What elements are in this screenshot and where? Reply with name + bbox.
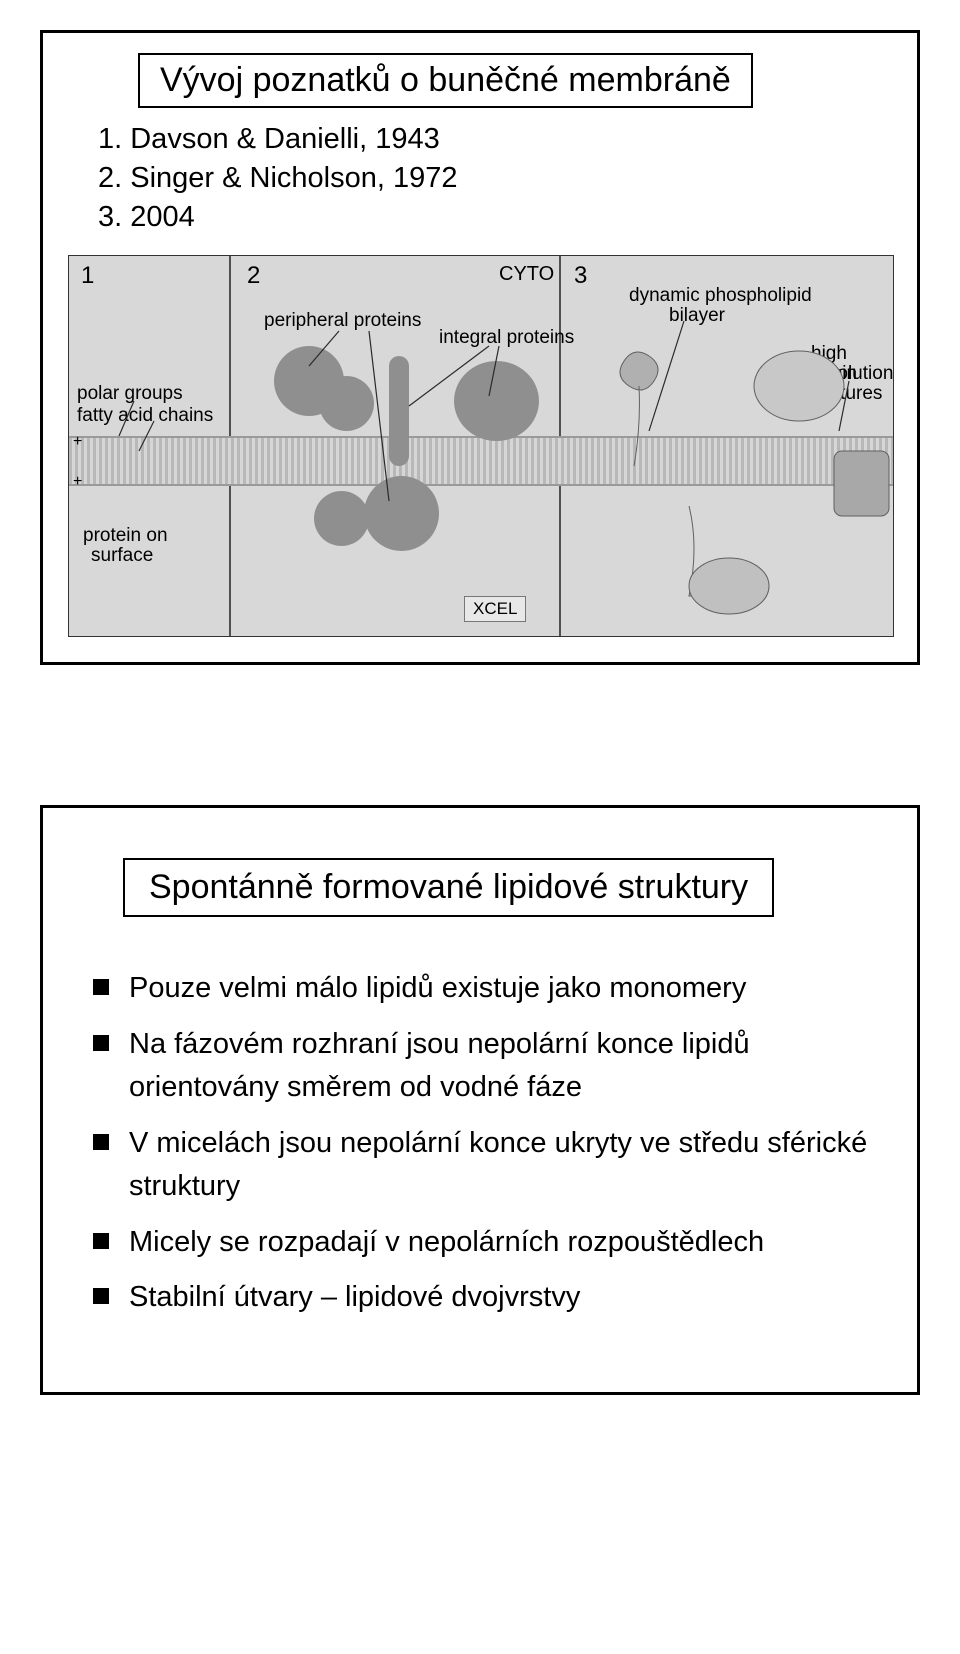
bullet-1: Pouze velmi málo lipidů existuje jako mo… [93,967,877,1011]
protein-surface-label-1: protein on [83,526,168,546]
slide2-title-box: Spontánně formované lipidové struktury [123,858,774,917]
page-root: Vývoj poznatků o buněčné membráně 1. Dav… [0,0,960,1654]
model-item-1: 1. Davson & Danielli, 1943 [98,120,892,159]
panel3-proteins-svg [569,326,894,626]
blob-integral-bottom [364,476,439,551]
panel-number-1: 1 [81,262,94,290]
model-item-2: 2. Singer & Nicholson, 1972 [98,159,892,198]
dynamic-bilayer-label-2: bilayer [669,306,725,326]
blob-peripheral-2 [319,376,374,431]
slide1-title: Vývoj poznatků o buněčné membráně [160,61,731,99]
plus-icon-1: + [73,434,82,451]
xcel-label: XCEL [464,596,526,622]
polar-groups-label: polar groups [77,384,183,404]
model-item-3: 3. 2004 [98,198,892,237]
slide1-title-box: Vývoj poznatků o buněčné membráně [138,53,753,108]
bullet-5: Stabilní útvary – lipidové dvojvrstvy [93,1276,877,1320]
blob-integral-bottom-2 [314,491,369,546]
blob-integral-3 [454,361,539,441]
peripheral-proteins-label: peripheral proteins [264,311,421,331]
slide2-bullet-list: Pouze velmi málo lipidů existuje jako mo… [93,967,877,1320]
slide2-title: Spontánně formované lipidové struktury [149,868,748,906]
bullet-4: Micely se rozpadají v nepolárních rozpou… [93,1221,877,1265]
plus-icon-2: + [73,474,82,491]
bullet-3: V micelách jsou nepolární konce ukryty v… [93,1122,877,1209]
blob-integral-stem [389,356,409,466]
fatty-acid-label: fatty acid chains [77,406,213,426]
model-list: 1. Davson & Danielli, 1943 2. Singer & N… [98,120,892,237]
integral-proteins-label: integral proteins [439,328,574,348]
cyto-label: CYTO [499,264,554,285]
membrane-diagram: 1 2 3 CYTO polar groups fatty acid chain… [68,255,894,637]
dynamic-bilayer-label-1: dynamic phospholipid [629,286,812,306]
panel-number-3: 3 [574,262,587,290]
slide-2: Spontánně formované lipidové struktury P… [40,805,920,1395]
panel-number-2: 2 [247,262,260,290]
protein-surface-label-2: surface [91,546,153,566]
slide-1: Vývoj poznatků o buněčné membráně 1. Dav… [40,30,920,665]
bullet-2: Na fázovém rozhraní jsou nepolární konce… [93,1023,877,1110]
